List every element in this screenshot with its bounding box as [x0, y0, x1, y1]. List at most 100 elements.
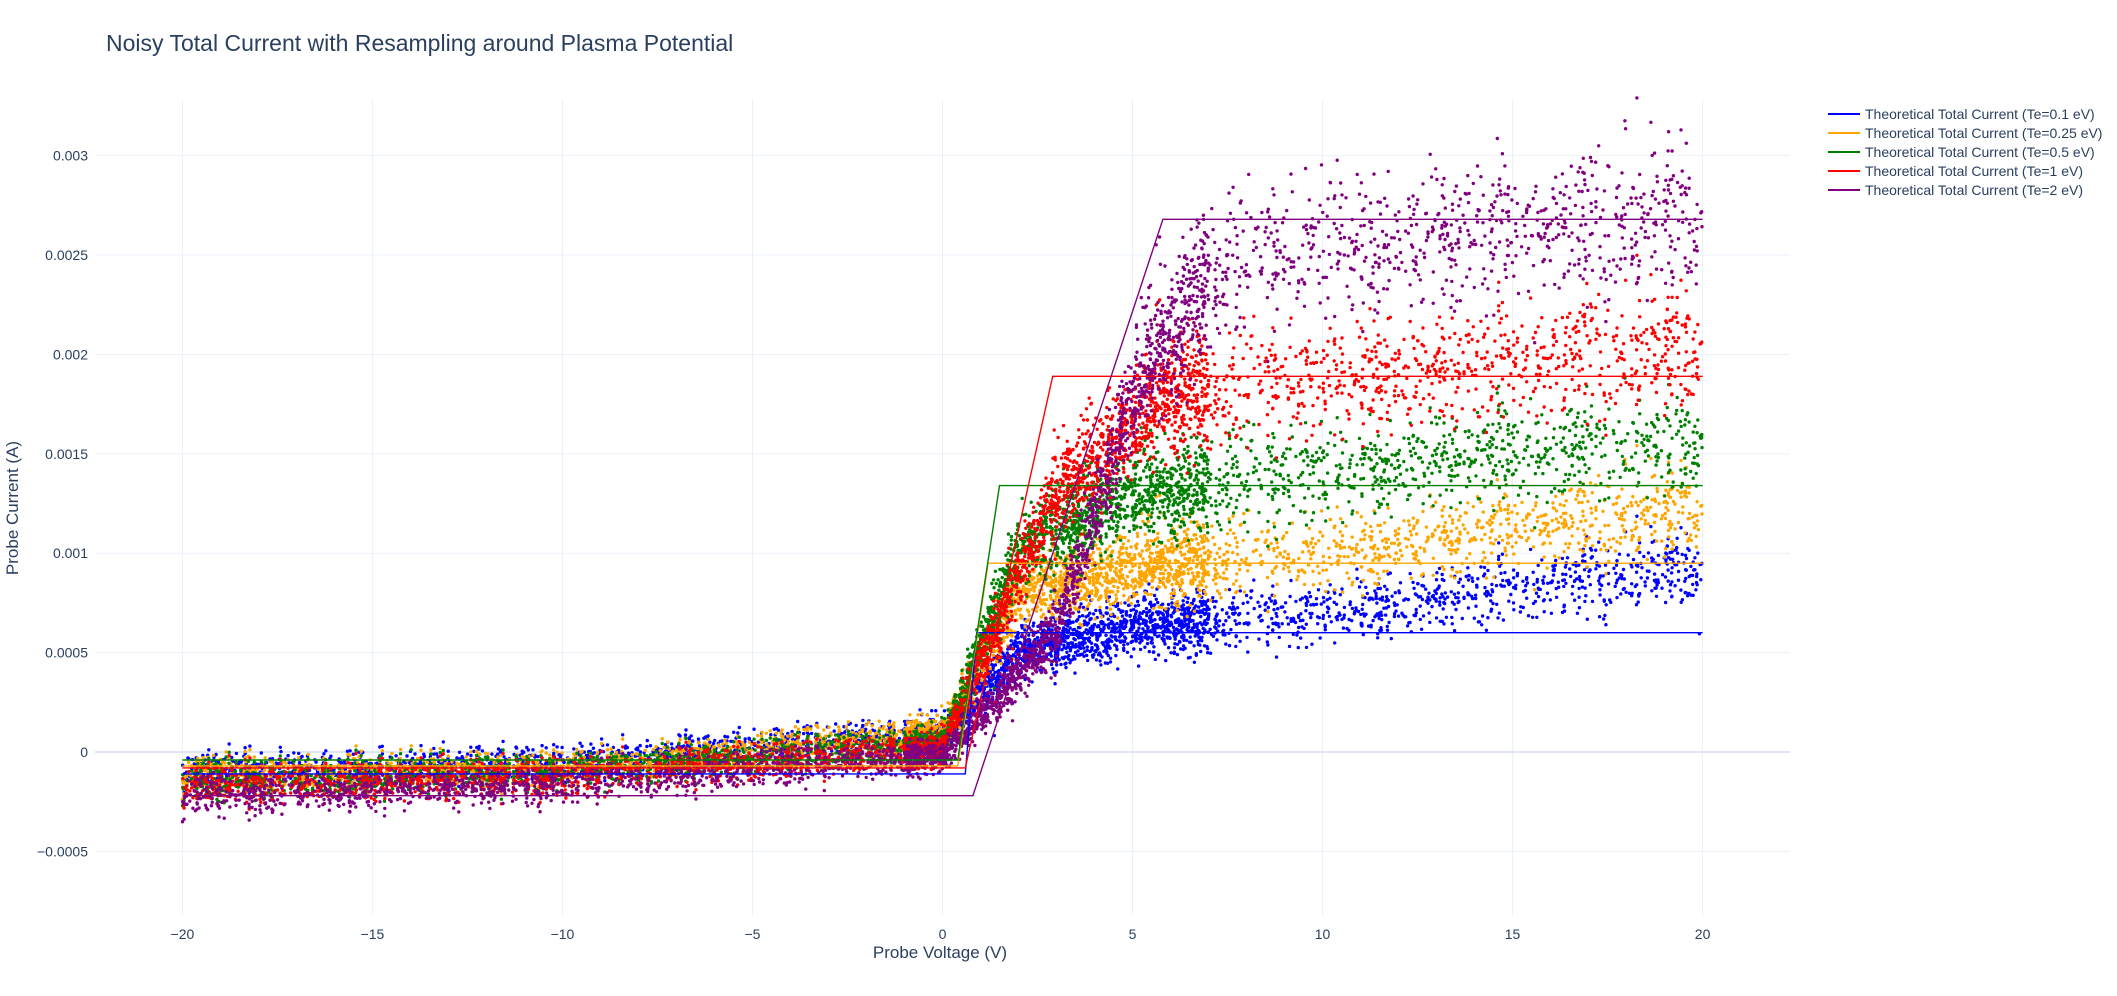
data-point: [1147, 649, 1152, 654]
data-point: [1203, 618, 1207, 623]
data-point: [1568, 567, 1572, 571]
data-point: [1206, 539, 1210, 543]
data-point: [1125, 650, 1130, 654]
data-point: [861, 723, 865, 728]
data-point: [1188, 614, 1192, 618]
data-point: [1396, 537, 1400, 542]
data-point: [1666, 579, 1670, 583]
data-point: [1480, 614, 1485, 618]
data-point: [1321, 613, 1326, 618]
data-point: [1179, 612, 1184, 616]
data-point: [1115, 573, 1119, 577]
data-point: [306, 752, 310, 757]
data-point: [1114, 593, 1118, 597]
data-point: [1206, 614, 1211, 618]
data-point: [1401, 613, 1405, 617]
data-point: [1235, 540, 1239, 545]
data-point: [1241, 601, 1245, 606]
data-point: [1500, 552, 1505, 556]
data-point: [662, 745, 666, 750]
data-point: [1133, 619, 1138, 624]
data-point: [1074, 643, 1078, 647]
data-point: [787, 739, 791, 743]
data-point: [1072, 627, 1077, 632]
data-point: [1192, 574, 1196, 579]
data-point: [1505, 533, 1509, 537]
data-point: [1340, 587, 1344, 591]
data-point: [1542, 575, 1546, 579]
data-point: [1695, 572, 1699, 576]
data-point: [1388, 571, 1393, 575]
data-point: [1078, 622, 1082, 626]
data-point: [1621, 587, 1626, 592]
data-point: [1497, 611, 1502, 615]
data-point: [1220, 608, 1225, 612]
data-point: [1317, 616, 1322, 620]
data-point: [1646, 551, 1651, 555]
data-point: [1466, 592, 1470, 597]
data-point: [1486, 616, 1490, 620]
data-point: [1010, 662, 1015, 666]
data-point: [1456, 547, 1460, 551]
data-point: [380, 752, 385, 756]
data-point: [1316, 622, 1320, 626]
data-point: [1327, 606, 1331, 611]
data-point: [1252, 606, 1256, 611]
data-point: [544, 746, 548, 750]
data-point: [1615, 559, 1619, 563]
data-point: [1235, 572, 1239, 576]
data-point: [460, 755, 464, 759]
data-point: [1683, 553, 1688, 557]
data-point: [916, 713, 920, 717]
data-point: [1192, 644, 1196, 648]
data-point: [1194, 653, 1199, 657]
data-point: [1384, 595, 1389, 599]
data-point: [1117, 607, 1121, 612]
data-point: [1094, 608, 1098, 613]
data-point: [1065, 634, 1069, 639]
data-point: [1450, 548, 1454, 552]
data-point: [1369, 538, 1373, 542]
data-point: [1201, 599, 1206, 603]
data-point: [1482, 550, 1486, 555]
data-point: [243, 746, 247, 750]
data-point: [1600, 583, 1604, 588]
data-point: [1694, 574, 1699, 579]
data-point: [1257, 637, 1261, 641]
data-point: [1158, 617, 1162, 621]
data-point: [918, 708, 922, 712]
data-point: [1521, 589, 1526, 594]
data-point: [1329, 620, 1334, 624]
data-point: [540, 743, 544, 748]
data-point: [1323, 623, 1327, 627]
data-point: [1067, 618, 1071, 623]
data-point: [1116, 667, 1120, 671]
data-point: [1172, 646, 1177, 650]
data-point: [1589, 556, 1593, 560]
data-point: [729, 739, 733, 743]
data-point: [1380, 598, 1385, 602]
data-point: [1269, 599, 1274, 603]
data-point: [1411, 580, 1415, 585]
data-point: [1603, 563, 1608, 567]
data-point: [1689, 533, 1693, 537]
data-point: [1643, 580, 1647, 584]
data-point: [1066, 643, 1071, 647]
data-point: [1149, 592, 1154, 597]
data-point: [1308, 594, 1313, 599]
data-point: [1363, 533, 1367, 537]
data-point: [1030, 680, 1034, 684]
data-point: [1157, 610, 1162, 614]
data-point: [1263, 602, 1267, 607]
data-point: [1692, 568, 1696, 572]
data-point: [1560, 556, 1565, 561]
data-point: [1511, 601, 1516, 605]
data-point: [389, 761, 393, 765]
data-point: [1227, 615, 1231, 619]
data-point: [1461, 584, 1465, 588]
data-point: [1172, 588, 1176, 592]
data-point: [994, 680, 998, 684]
data-point: [1361, 602, 1365, 607]
data-point: [1215, 638, 1219, 642]
data-point: [1169, 592, 1173, 596]
